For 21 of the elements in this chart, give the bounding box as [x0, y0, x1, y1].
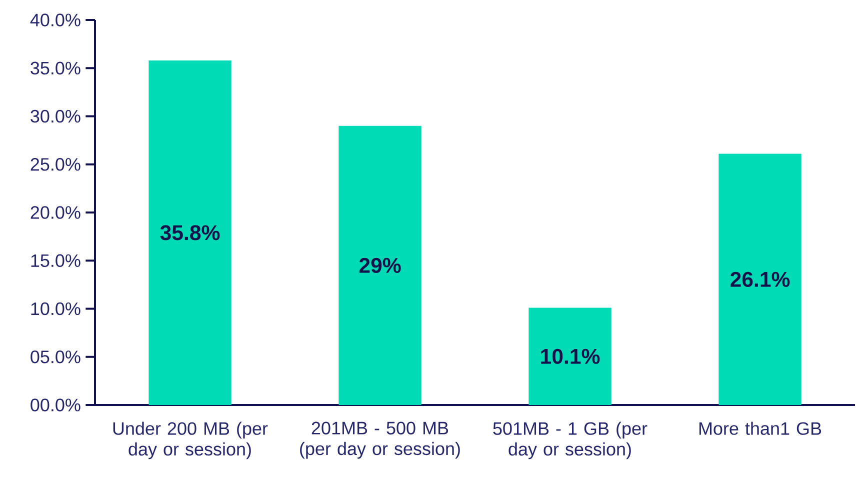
y-tick-label: 30.0%	[30, 110, 80, 123]
y-tick-label: 10.0%	[31, 302, 80, 316]
data-label: 29%	[359, 258, 401, 273]
y-tick-label: 20.0%	[30, 206, 80, 219]
y-tick-label: 15.0%	[31, 254, 80, 267]
y-tick-label: 40.0%	[30, 14, 80, 26]
x-tick-label: 501MB - 1 GB (per day or session)	[493, 422, 648, 460]
y-tick-label: 05.0%	[30, 350, 80, 364]
y-tick-label: 00.0%	[30, 398, 80, 412]
bar	[718, 154, 802, 405]
bar	[338, 126, 422, 405]
data-label: 35.8%	[160, 225, 220, 240]
x-tick-label: More than1 GB	[699, 422, 822, 435]
y-tick-label: 25.0%	[30, 158, 80, 171]
data-label: 26.1%	[730, 272, 790, 287]
bar	[528, 308, 612, 405]
x-tick-label: 201MB - 500 MB (per day or session)	[300, 422, 460, 459]
y-tick-label: 35.0%	[30, 62, 80, 74]
x-tick-label: Under 200 MB (per day or session)	[113, 422, 268, 460]
data-label: 10.1%	[541, 348, 600, 364]
bar	[148, 60, 232, 405]
